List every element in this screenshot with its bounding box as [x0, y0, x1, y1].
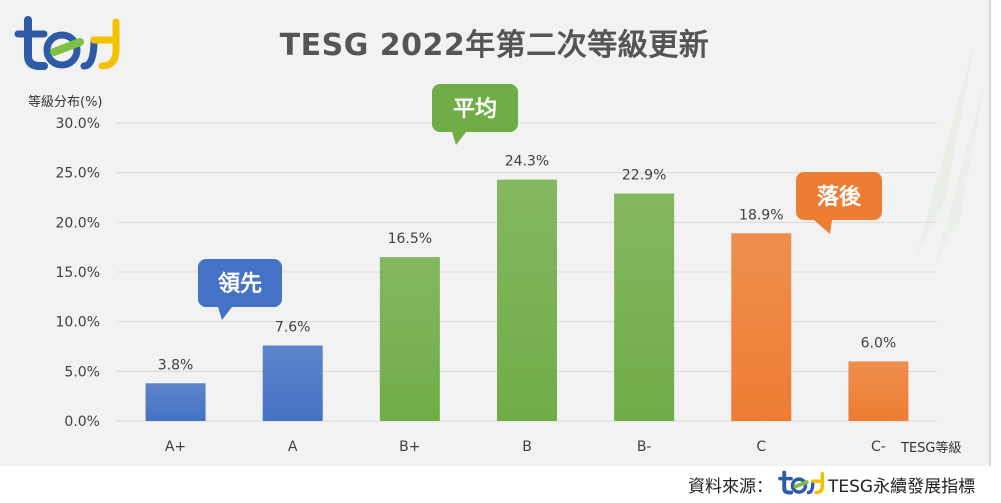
- frame-border: [989, 0, 991, 466]
- y-tick-label: 25.0%: [56, 166, 100, 182]
- bar-B+: [379, 257, 440, 421]
- x-tick-label: C-: [871, 439, 886, 455]
- bar-C: [731, 233, 792, 421]
- callout-label: 領先: [218, 271, 262, 297]
- x-axis-label: TESG等級: [901, 441, 962, 456]
- decorative-leaf: [915, 40, 985, 265]
- source-bar: [0, 466, 1001, 503]
- callout-tail: [218, 307, 232, 320]
- source-logo: [778, 470, 825, 495]
- data-label: 3.8%: [158, 357, 194, 373]
- bar-A+: [145, 383, 206, 421]
- y-tick-label: 20.0%: [56, 215, 100, 231]
- data-label: 24.3%: [505, 154, 549, 170]
- callout-tail: [814, 220, 832, 234]
- callout-label: 平均: [453, 96, 497, 122]
- bar-A: [262, 345, 323, 421]
- data-label: 16.5%: [388, 231, 432, 247]
- chart-title: TESG 2022年第二次等級更新: [279, 28, 710, 63]
- bar-C-: [848, 361, 909, 421]
- callout-label: 落後: [817, 184, 862, 210]
- x-tick-label: A+: [165, 439, 186, 455]
- source-label: 資料來源：: [688, 477, 773, 497]
- y-tick-label: 5.0%: [64, 364, 100, 380]
- y-tick-label: 30.0%: [56, 116, 100, 132]
- data-label: 7.6%: [275, 320, 311, 336]
- source-brand: TESG永續發展指標: [828, 477, 976, 497]
- y-tick-label: 15.0%: [56, 265, 100, 281]
- x-tick-label: C: [756, 439, 766, 455]
- x-tick-label: B: [522, 439, 532, 455]
- bar-chart: 0.0% 5.0% 10.0% 15.0% 20.0% 25.0% 30.0% 3.8% A+ 7…: [56, 84, 937, 455]
- y-tick-label: 10.0%: [56, 315, 100, 331]
- bar-B: [497, 179, 557, 421]
- data-label: 6.0%: [861, 335, 897, 351]
- callout-box: [796, 172, 882, 220]
- y-axis-label: 等級分布(%): [28, 95, 103, 110]
- y-tick-label: 0.0%: [64, 414, 100, 430]
- x-tick-label: A: [288, 439, 298, 455]
- data-label: 18.9%: [739, 207, 783, 223]
- callout-tail: [452, 132, 466, 145]
- bar-B-: [614, 193, 675, 421]
- tesg-logo: [14, 16, 120, 70]
- data-label: 22.9%: [622, 168, 666, 184]
- x-tick-label: B-: [637, 439, 652, 455]
- callout-box: [198, 259, 282, 307]
- x-tick-label: B+: [399, 439, 420, 455]
- callout-box: [432, 84, 518, 132]
